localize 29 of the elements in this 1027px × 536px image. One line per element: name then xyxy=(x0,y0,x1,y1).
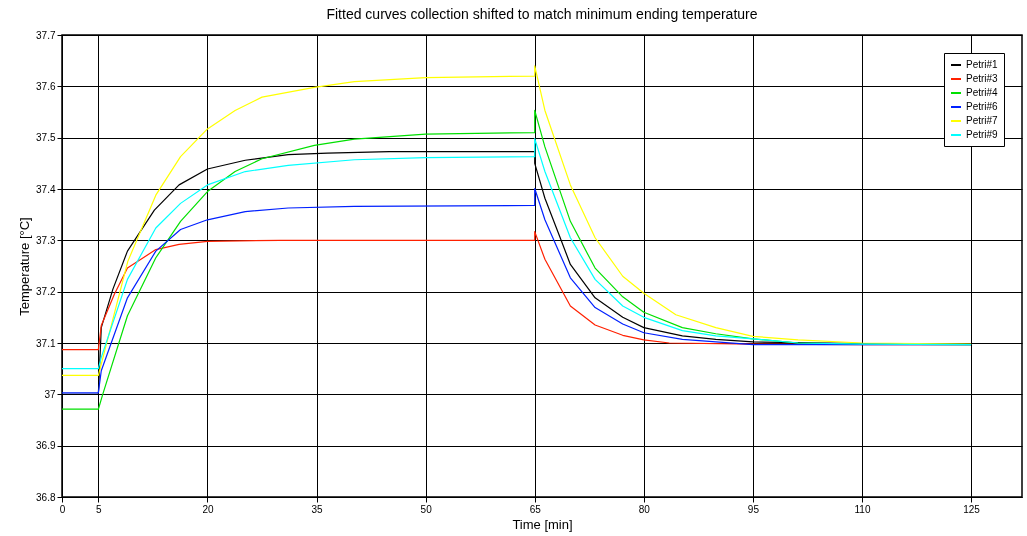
y-tick-label: 37.7 xyxy=(36,29,56,41)
y-tick-label: 37.4 xyxy=(36,183,56,195)
x-tick-label: 0 xyxy=(59,503,66,515)
y-tick-label: 37.5 xyxy=(36,132,56,144)
x-axis-title: Time [min] xyxy=(512,516,573,532)
legend-label: Petri#3 xyxy=(966,73,999,84)
x-tick-label: 65 xyxy=(529,503,542,515)
x-tick-label: 95 xyxy=(747,503,760,515)
legend-label: Petri#4 xyxy=(966,87,999,98)
y-axis-title: Temperature [°C] xyxy=(17,217,33,316)
x-tick-label: 20 xyxy=(202,503,214,515)
x-tick-label: 125 xyxy=(963,503,981,515)
y-tick-label: 36.8 xyxy=(36,491,56,503)
legend-label: Petri#6 xyxy=(966,101,999,112)
y-tick-label: 37 xyxy=(44,388,56,400)
x-tick-label: 50 xyxy=(420,503,433,515)
chart-title: Fitted curves collection shifted to match minimum ending temperature xyxy=(326,6,758,22)
y-tick-label: 37.2 xyxy=(36,286,56,298)
x-tick-label: 35 xyxy=(311,503,324,515)
y-tick-label: 36.9 xyxy=(36,440,56,452)
legend-label: Petri#7 xyxy=(966,115,999,126)
y-tick-label: 37.1 xyxy=(36,337,56,349)
x-tick-label: 5 xyxy=(96,503,103,515)
y-tick-label: 37.3 xyxy=(36,234,56,246)
x-tick-label: 80 xyxy=(638,503,651,515)
y-tick-label: 37.6 xyxy=(36,80,56,92)
legend-label: Petri#9 xyxy=(966,129,999,140)
x-tick-label: 110 xyxy=(854,503,871,515)
legend-label: Petri#1 xyxy=(966,59,999,70)
